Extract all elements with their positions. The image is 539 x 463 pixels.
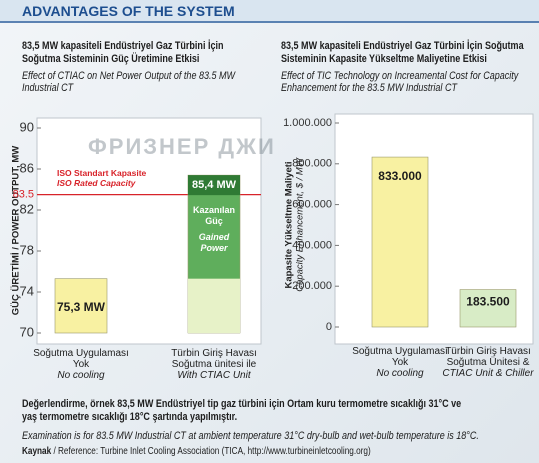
y-tick-label: 74 [20, 283, 34, 298]
bar [459, 289, 517, 328]
y-tick-label: 86 [20, 160, 34, 175]
x-tick-label: Türbin Giriş Havası Soğutma ünitesi ile [171, 348, 257, 370]
footer-note-en: Examination is for 83.5 MW Industrial CT… [22, 430, 479, 442]
y-tick-label: 200.000 [292, 280, 332, 292]
reference-value: 83.5 [13, 189, 34, 201]
chart-title: 83,5 MW kapasiteli Endüstriyel Gaz Türbi… [281, 40, 524, 65]
y-tick-label: 1.000.000 [283, 117, 332, 129]
y-tick-label: 0 [326, 321, 332, 333]
x-tick-label: Soğutma Uygulaması Yok [33, 348, 129, 370]
bar [371, 156, 429, 328]
value-label: 75,3 MW [57, 300, 106, 314]
y-tick-label: 600.000 [292, 199, 332, 211]
chart-subtitle: Effect of TIC Technology on Increamental… [281, 70, 519, 94]
chart-title: 83,5 MW kapasiteli Endüstriyel Gaz Türbi… [22, 40, 224, 65]
bar-base [188, 278, 240, 333]
gained-label: Kazanılan Güç [193, 206, 235, 227]
y-tick-label: 70 [20, 324, 34, 339]
y-axis-label-en: Capacity Enhancement, $ / MW [295, 157, 306, 292]
reference: Kaynak / Reference: Turbine Inlet Coolin… [22, 446, 371, 457]
header-band [0, 0, 539, 21]
y-axis-label: GÜÇ ÜRETİMİ / POWER OUTPUT, MW [11, 146, 22, 315]
x-tick-label-en: With CTIAC Unit [177, 370, 251, 381]
reference-text-en: ISO Rated Capacity [57, 178, 137, 188]
header-title: ADVANTAGES OF THE SYSTEM [22, 3, 235, 19]
y-tick-label: 400.000 [292, 239, 332, 251]
x-tick-label: Soğutma Uygulaması Yok [352, 346, 448, 368]
x-tick-label-en: CTIAC Unit & Chiller [442, 368, 534, 379]
y-tick-label: 90 [20, 119, 34, 134]
value-label: 833.000 [378, 169, 422, 183]
value-label: 85,4 MW [192, 179, 237, 191]
y-axis-label: Kapasite Yükseltme Maliyeti [284, 161, 295, 288]
gained-label-en: Gained Power [199, 233, 230, 254]
chart-subtitle: Effect of CTIAC on Net Power Output of t… [22, 70, 236, 94]
reference-key: Kaynak [22, 446, 52, 457]
x-tick-label-en: No cooling [376, 368, 424, 379]
y-tick-label: 78 [20, 242, 34, 257]
y-tick-label: 82 [20, 201, 34, 216]
value-label: 183.500 [466, 295, 510, 309]
x-tick-label-en: No cooling [57, 370, 105, 381]
bar-cap [188, 175, 240, 196]
y-tick-label: 800.000 [292, 158, 332, 170]
footer-note: Değerlendirme, örnek 83,5 MW Endüstriyel… [22, 398, 462, 423]
reference-text: ISO Standart Kapasite [57, 168, 147, 178]
x-tick-label: Türbin Giriş Havası Soğutma Ünitesi & [445, 346, 531, 368]
reference-text: / Reference: Turbine Inlet Cooling Assoc… [51, 446, 371, 457]
bar [54, 278, 108, 334]
watermark: ФРИЗНЕР ДЖИ [88, 134, 276, 159]
